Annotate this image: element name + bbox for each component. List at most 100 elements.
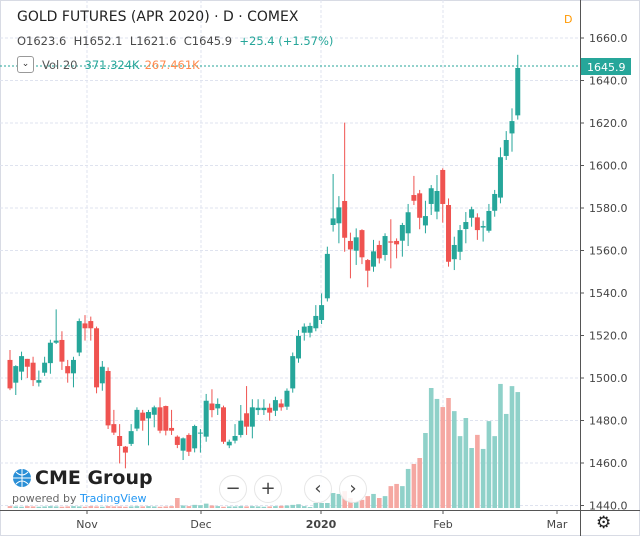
candle[interactable] (319, 293, 325, 325)
candle[interactable] (88, 316, 94, 341)
candle[interactable] (290, 352, 296, 393)
candle[interactable] (192, 424, 198, 453)
candle[interactable] (145, 409, 151, 446)
candle[interactable] (47, 339, 53, 374)
candle[interactable] (180, 437, 186, 461)
candle[interactable] (169, 409, 175, 435)
candle[interactable] (296, 329, 301, 363)
candle[interactable] (451, 236, 457, 271)
candle[interactable] (446, 198, 452, 267)
candle[interactable] (140, 409, 146, 431)
candle[interactable] (347, 232, 353, 279)
candle[interactable] (411, 175, 417, 206)
candle[interactable] (330, 174, 336, 232)
candle[interactable] (371, 239, 377, 272)
candle[interactable] (36, 370, 42, 387)
candle[interactable] (463, 212, 469, 244)
candle[interactable] (284, 388, 290, 410)
candle[interactable] (307, 322, 313, 338)
cme-logo[interactable]: CME Group powered by TradingView (12, 467, 153, 505)
candle[interactable] (301, 323, 307, 341)
settings-gear-icon[interactable]: ⚙ (596, 513, 612, 533)
candle[interactable] (163, 405, 169, 436)
candle[interactable] (105, 367, 111, 429)
candle[interactable] (428, 185, 434, 216)
candle[interactable] (128, 424, 134, 446)
candle[interactable] (122, 446, 128, 469)
candle[interactable] (313, 305, 319, 332)
candle[interactable] (497, 147, 503, 204)
candle[interactable] (220, 405, 226, 444)
candle[interactable] (394, 238, 400, 259)
candle[interactable] (336, 196, 342, 244)
scroll-left-button[interactable]: ‹ (304, 475, 332, 503)
candle[interactable] (434, 175, 440, 220)
candle[interactable] (359, 229, 365, 265)
candle[interactable] (157, 397, 163, 434)
candle[interactable] (405, 203, 411, 247)
candle[interactable] (422, 200, 428, 234)
candle[interactable] (24, 358, 30, 378)
candle[interactable] (272, 396, 278, 417)
candle[interactable] (503, 131, 509, 160)
candle[interactable] (151, 405, 157, 428)
candle[interactable] (509, 108, 515, 152)
candle[interactable] (515, 54, 521, 120)
candle[interactable] (376, 240, 382, 264)
candle[interactable] (226, 439, 232, 449)
candle[interactable] (53, 309, 59, 344)
candle[interactable] (353, 228, 359, 265)
scroll-right-button[interactable]: › (339, 475, 367, 503)
candle[interactable] (186, 433, 192, 456)
candle[interactable] (13, 365, 19, 395)
candle[interactable] (244, 386, 250, 435)
candle[interactable] (65, 359, 71, 383)
candle[interactable] (82, 315, 88, 341)
candle[interactable] (278, 399, 284, 411)
candle[interactable] (30, 356, 36, 387)
candle[interactable] (492, 189, 498, 217)
candle[interactable] (76, 318, 82, 357)
candle[interactable] (42, 356, 48, 376)
candle[interactable] (203, 393, 209, 442)
candle[interactable] (480, 220, 486, 242)
candle[interactable] (174, 435, 180, 449)
candle[interactable] (440, 168, 446, 223)
candle[interactable] (94, 326, 100, 394)
candle[interactable] (209, 389, 215, 418)
candle[interactable] (417, 189, 423, 230)
candle[interactable] (7, 349, 13, 391)
candle[interactable] (117, 424, 123, 464)
candle[interactable] (399, 222, 405, 257)
candle[interactable] (232, 424, 238, 444)
zoom-in-button[interactable]: + (254, 475, 282, 503)
price-axis[interactable]: 1660.0 1640.0 1620.0 1600.0 1580.0 1560.0 1540… (580, 32, 628, 513)
candle[interactable] (474, 213, 480, 240)
time-axis[interactable]: Nov Dec 2020 Feb Mar (76, 510, 568, 531)
candle[interactable] (59, 331, 65, 370)
candle[interactable] (215, 398, 221, 415)
candle[interactable] (70, 356, 76, 388)
candle[interactable] (238, 404, 244, 438)
candle[interactable] (342, 122, 348, 252)
candle[interactable] (197, 429, 203, 453)
zoom-out-button[interactable]: − (219, 475, 247, 503)
candle[interactable] (249, 399, 255, 439)
candle[interactable] (365, 259, 371, 288)
candle[interactable] (267, 403, 273, 421)
tradingview-link[interactable]: TradingView (80, 492, 147, 505)
candle[interactable] (486, 203, 492, 233)
candle[interactable] (19, 351, 25, 381)
candle[interactable] (324, 246, 330, 302)
candle[interactable] (134, 407, 140, 432)
candle[interactable] (99, 361, 105, 391)
candle[interactable] (111, 409, 117, 435)
candle[interactable] (388, 219, 394, 269)
candle[interactable] (255, 399, 261, 415)
candle[interactable] (469, 206, 475, 227)
candle[interactable] (457, 225, 463, 261)
collapse-legend-button[interactable]: ⌄ (17, 56, 34, 73)
candle[interactable] (261, 399, 267, 415)
candle[interactable] (382, 233, 388, 261)
